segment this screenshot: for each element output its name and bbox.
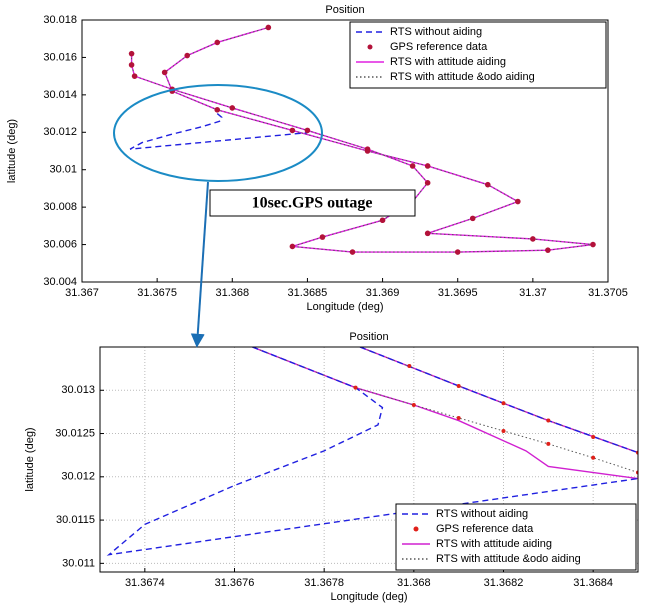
data-point [424,180,431,186]
x-axis-label: Longitude (deg) [330,591,407,603]
data-point [229,105,236,111]
legend-box [349,21,607,89]
legend-label: GPS reference data [436,523,534,535]
y-tick-label: 30.012 [61,471,95,483]
data-point [319,234,326,240]
data-point [591,435,596,439]
data-point [545,247,551,253]
x-axis-label: Longitude (deg) [306,301,383,313]
data-point [289,127,296,134]
data-point [411,402,416,407]
y-axis-label: latitude (deg) [24,427,36,491]
data-point [184,52,190,59]
chart: 31.3674 31.3676 31.3678 31.368 31.3682 31.368… [24,331,639,603]
data-point [128,62,135,68]
legend-label: RTS with attitude &odo aiding [390,71,535,83]
series-group [106,347,638,556]
data-point [546,441,551,446]
legend-label: RTS with attitude &odo aiding [436,553,581,565]
zoom-arrow [190,181,209,348]
legend-swatch [413,526,419,532]
y-tick-label: 30.004 [43,276,77,288]
legend-label: GPS reference data [390,41,488,53]
legend-label: RTS with attitude aiding [436,538,552,550]
y-tick-label: 30.0115 [56,514,95,526]
x-tick-label: 31.3675 [137,287,177,299]
legend-label: RTS without aiding [390,26,482,38]
chart: 31.367 31.3675 31.368 31.3685 31.369 31.3695 3… [6,4,628,313]
y-tick-label: 30.0125 [55,427,95,439]
y-tick-label: 30.013 [61,384,95,396]
y-tick-label: 30.01 [49,164,77,176]
x-tick-label: 31.368 [397,577,431,589]
data-point [289,243,296,250]
x-tick-label: 31.367 [65,287,99,299]
data-point [454,249,461,255]
x-tick-label: 31.368 [215,287,249,299]
x-tick-label: 31.3695 [438,287,478,299]
x-tick-label: 31.3676 [215,577,255,589]
data-point [304,127,311,134]
data-point [484,181,491,188]
legend-box [395,503,637,571]
series-line [129,113,308,150]
data-point [214,107,221,113]
y-axis-label: latitude (deg) [6,119,18,183]
chart-title: Position [349,331,388,343]
data-point [501,428,506,433]
legend: RTS without aiding GPS reference data RTS … [349,21,607,89]
data-point [469,215,476,222]
plot-frame [99,346,639,573]
data-point [456,383,461,388]
data-point [364,148,371,154]
plot-frame [81,19,609,283]
data-point [546,418,551,423]
x-tick-label: 31.3685 [288,287,328,299]
y-tick-label: 30.012 [43,126,77,138]
y-tick-label: 30.006 [43,238,77,250]
annotation-box [209,189,416,217]
x-tick-label: 31.369 [366,287,400,299]
legend-swatch [367,44,373,50]
data-point [456,415,461,420]
x-tick-label: 31.3705 [588,287,628,299]
data-point [424,163,431,169]
data-point [424,230,431,237]
data-point [265,24,272,31]
data-point [590,241,596,248]
x-tick-label: 31.3674 [125,577,165,589]
y-tick-label: 30.018 [43,14,77,26]
charts: 31.367 31.3675 31.368 31.3685 31.369 31.3695 3… [6,4,639,603]
outage-ellipse [113,84,323,182]
data-point [131,73,138,79]
legend-label: RTS without aiding [436,508,528,520]
y-tick-label: 30.011 [62,557,95,569]
legend: RTS without aiding GPS reference data RTS … [395,503,637,571]
y-tick-label: 30.016 [43,51,77,63]
y-tick-label: 30.014 [43,89,77,101]
legend-label: RTS with attitude aiding [390,56,506,68]
x-tick-label: 31.37 [519,287,547,299]
chart-title: Position [325,4,364,16]
data-point [530,236,536,242]
annotation: 10sec.GPS outage [252,195,373,212]
data-point [591,455,596,460]
data-point [515,198,521,205]
x-tick-label: 31.3678 [304,577,344,589]
data-point [353,385,358,390]
data-point [407,364,412,369]
x-tick-label: 31.3684 [573,577,613,589]
x-tick-label: 31.3682 [484,577,524,589]
data-point [501,401,506,406]
data-point [379,217,386,224]
data-point [409,163,416,169]
data-point [214,39,221,46]
data-point [161,69,168,76]
data-point [349,249,356,255]
data-point [128,50,135,57]
y-tick-label: 30.008 [43,201,77,213]
